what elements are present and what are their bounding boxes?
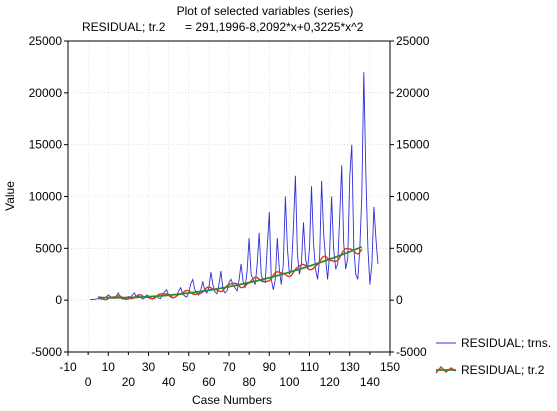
legend-label-residual-trns: RESIDUAL; trns. (461, 336, 551, 350)
x-tick-label: 150 (380, 360, 400, 374)
x-tick-label: 50 (182, 360, 196, 374)
y-tick-label-right: 15000 (396, 138, 430, 152)
x-tick-label: 30 (142, 360, 156, 374)
y-tick-label-left: 10000 (29, 190, 63, 204)
y-tick-label-left: 15000 (29, 138, 63, 152)
grid (68, 41, 390, 352)
x-tick-label-minor: 80 (242, 375, 256, 389)
axes: -5000 -5000 0 0 5000 5000 10000 10000 15000 15000… (29, 34, 430, 389)
y-axis-label: Value (3, 181, 17, 211)
x-tick-label-minor: 140 (360, 375, 380, 389)
y-tick-label-left: 20000 (29, 86, 63, 100)
series-group (90, 72, 379, 301)
y-tick-label-left: 5000 (35, 241, 62, 255)
x-tick-label-minor: 100 (279, 375, 299, 389)
x-tick-label-minor: 0 (85, 375, 92, 389)
legend: RESIDUAL; trns. RESIDUAL; tr.2 (435, 336, 551, 377)
legend-label-residual-tr2: RESIDUAL; tr.2 (461, 363, 545, 377)
x-tick-label: 70 (222, 360, 236, 374)
y-tick-label-right: 25000 (396, 34, 430, 48)
y-tick-label-left: 0 (55, 293, 62, 307)
x-tick-label-minor: 20 (122, 375, 136, 389)
x-tick-label: -10 (59, 360, 77, 374)
y-tick-label-right: -5000 (396, 345, 427, 359)
y-tick-label-left: -5000 (31, 345, 62, 359)
chart-subtitle-right: = 291,1996-8,2092*x+0,3225*x^2 (185, 20, 364, 34)
y-tick-label-left: 25000 (29, 34, 63, 48)
x-axis-label: Case Numbers (192, 393, 272, 407)
x-tick-label: 10 (102, 360, 116, 374)
x-tick-label: 130 (340, 360, 360, 374)
x-tick-label: 110 (300, 360, 319, 374)
x-tick-label-minor: 40 (162, 375, 176, 389)
series-line-residual-tr2 (98, 246, 363, 299)
chart-title: Plot of selected variables (series) (177, 4, 354, 18)
y-tick-label-right: 5000 (396, 241, 423, 255)
x-tick-label-minor: 60 (202, 375, 216, 389)
chart-subtitle-left: RESIDUAL; tr.2 (82, 20, 166, 34)
legend-swatch-tr2-overlay (435, 365, 457, 374)
y-tick-label-right: 10000 (396, 190, 430, 204)
y-tick-label-right: 0 (396, 293, 403, 307)
x-tick-label: 90 (263, 360, 277, 374)
y-tick-label-right: 20000 (396, 86, 430, 100)
x-tick-label-minor: 120 (320, 375, 340, 389)
